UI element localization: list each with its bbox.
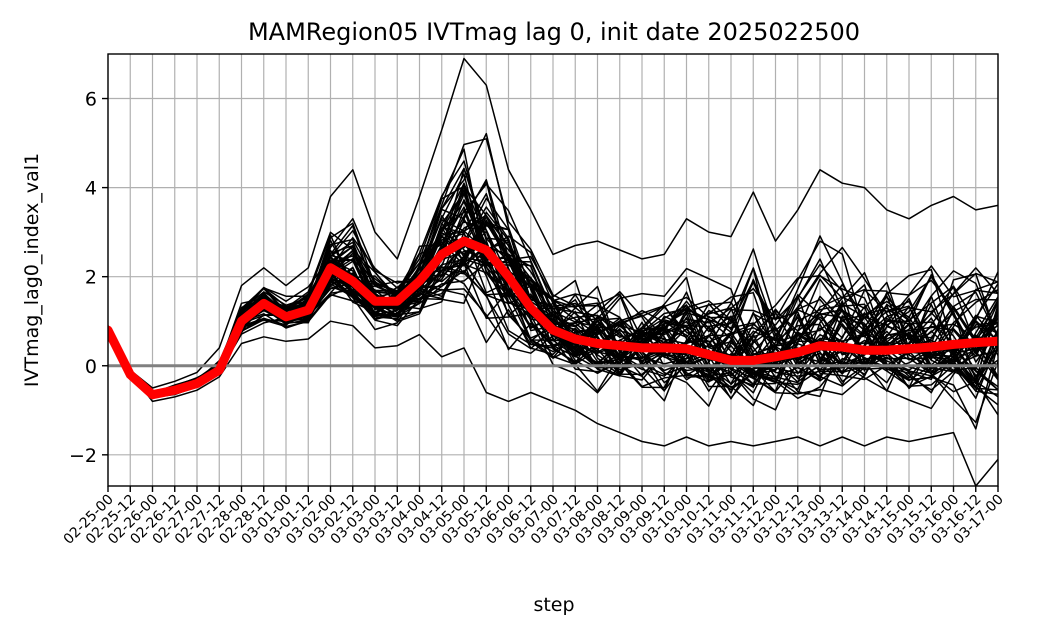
ensemble-member-line xyxy=(108,57,998,389)
y-tick-label: 2 xyxy=(85,267,97,289)
ensemble-member-line xyxy=(108,222,998,399)
x-axis-label: step xyxy=(533,594,574,616)
y-tick-label: 0 xyxy=(85,356,97,378)
y-axis-ticks: −2 0 2 4 6 xyxy=(69,89,108,467)
mean-series-line xyxy=(108,236,998,400)
grid-lines xyxy=(107,54,999,486)
y-axis-label: IVTmag_lag0_index_val1 xyxy=(21,153,43,387)
y-tick-label: 6 xyxy=(85,89,97,111)
y-tick-label: 4 xyxy=(85,178,97,200)
chart-title: MAMRegion05 IVTmag lag 0, init date 2025… xyxy=(248,18,860,46)
y-tick-label: −2 xyxy=(69,445,97,467)
ensemble-mean xyxy=(108,236,998,400)
x-axis-ticks: 02-25-0002-25-1202-26-0002-26-1202-27-00… xyxy=(61,486,1007,548)
ensemble-member-line xyxy=(108,320,998,486)
